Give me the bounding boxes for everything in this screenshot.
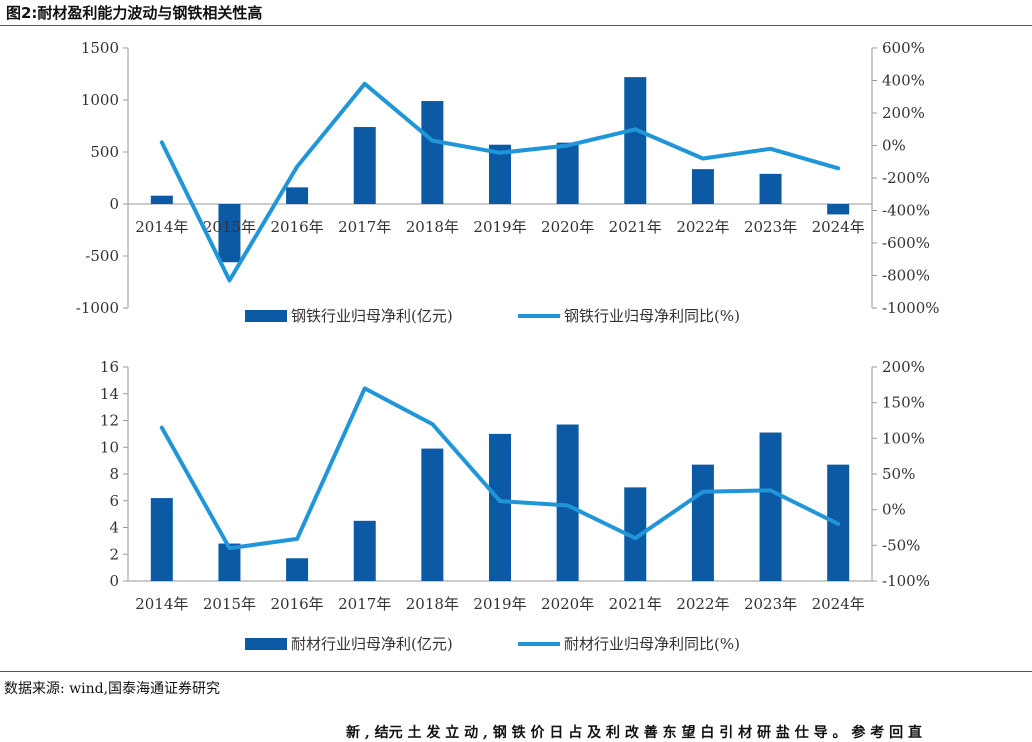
chart2-category-label: 2016年 [270, 595, 323, 613]
chart1-bar [556, 142, 579, 204]
chart1-right-tick-label: -200% [882, 169, 930, 187]
footer-text: 新 , 结元 土 发 立 动 , 钢 铁 价 日 占 及 利 改 善 东 望 白… [346, 725, 922, 741]
chart1-legend-bar-swatch [245, 310, 287, 322]
chart2-category-label: 2023年 [744, 595, 797, 613]
chart2-line-series [159, 386, 841, 551]
figure-title: 图2:耐材盈利能力波动与钢铁相关性高 [6, 4, 263, 22]
chart2-right-tick-label: 150% [882, 394, 925, 412]
chart1-category-label: 2024年 [812, 218, 865, 236]
chart1-line-series [159, 81, 841, 283]
chart1-right-tick-label: -800% [882, 267, 930, 285]
chart2-bar [624, 487, 647, 581]
chart2-category-label: 2019年 [473, 595, 526, 613]
chart2-category-label: 2022年 [676, 595, 729, 613]
chart1-bar [827, 204, 850, 215]
bottom-divider [0, 671, 1032, 672]
chart2-category-label: 2020年 [541, 595, 594, 613]
chart2-bar [691, 464, 714, 581]
chart2-right-tick-label: 0% [882, 501, 906, 519]
chart2-bar [421, 448, 444, 581]
chart1-bar [489, 144, 511, 204]
chart2-left-tick-label: 6 [109, 492, 119, 510]
chart2-bar [286, 558, 309, 581]
source-note: 数据来源: wind,国泰海通证券研究 [4, 681, 221, 697]
chart1-right-tick-label: 200% [882, 104, 925, 122]
chart1-right-tick-label: -1000% [882, 299, 940, 317]
chart2-bar [556, 424, 579, 581]
chart1-bar [624, 77, 647, 204]
chart1-bar [421, 101, 444, 204]
chart2-legend-line-label: 耐材行业归母净利同比(%) [564, 635, 740, 653]
chart1-category-label: 2014年 [135, 218, 188, 236]
chart2-bar [759, 432, 782, 581]
chart2-bar [489, 433, 511, 581]
chart2-bar [218, 543, 241, 581]
chart1-category-label: 2017年 [338, 218, 391, 236]
chart1-legend-line-label: 钢铁行业归母净利同比(%) [564, 307, 740, 325]
chart1-category-label: 2021年 [609, 218, 662, 236]
chart1-left-tick-label: -500 [85, 247, 119, 265]
chart1-category-label: 2019年 [473, 218, 526, 236]
chart2-right-tick-label: -100% [882, 572, 930, 590]
chart2-left-tick-label: 2 [109, 545, 119, 563]
chart1-left-tick-label: 500 [90, 143, 119, 161]
chart2-right-tick-label: 200% [882, 358, 925, 376]
chart1-bar [759, 173, 782, 204]
chart1-bar [353, 127, 376, 204]
chart2-category-label: 2014年 [135, 595, 188, 613]
chart2-bar [353, 520, 376, 581]
chart1-right-tick-label: 600% [882, 39, 925, 57]
chart2-category-label: 2024年 [812, 595, 865, 613]
chart2-category-label: 2018年 [406, 595, 459, 613]
chart1-category-label: 2023年 [744, 218, 797, 236]
chart1-bar [218, 204, 241, 263]
chart1-left-tick-label: 1500 [81, 39, 119, 57]
chart2-legend-bar-label: 耐材行业归母净利(亿元) [291, 635, 453, 653]
chart2-left-tick-label: 16 [100, 358, 119, 376]
chart2-left-tick-label: 14 [100, 385, 119, 403]
chart1-left-tick-label: -1000 [76, 299, 119, 317]
chart1-category-label: 2016年 [270, 218, 323, 236]
chart1-right-tick-label: 400% [882, 72, 925, 90]
chart2-left-tick-label: 10 [100, 438, 119, 456]
chart2-right-tick-label: 50% [882, 465, 915, 483]
chart2-category-label: 2017年 [338, 595, 391, 613]
top-divider [0, 25, 1032, 26]
chart1-category-label: 2022年 [676, 218, 729, 236]
chart2-category-label: 2021年 [609, 595, 662, 613]
chart1-right-tick-label: -600% [882, 234, 930, 252]
chart1-legend-bar-label: 钢铁行业归母净利(亿元) [291, 307, 453, 325]
chart1-left-tick-label: 1000 [81, 91, 119, 109]
chart1-bar [286, 187, 309, 204]
chart2-bar [150, 498, 173, 581]
chart1-category-label: 2018年 [406, 218, 459, 236]
chart1-bar [691, 169, 714, 204]
chart2-right-tick-label: -50% [882, 536, 920, 554]
chart2-category-label: 2015年 [203, 595, 256, 613]
chart1-left-tick-label: 0 [109, 195, 119, 213]
chart1-category-label: 2020年 [541, 218, 594, 236]
chart1-category-label: 2015年 [203, 218, 256, 236]
chart1-right-tick-label: 0% [882, 137, 906, 155]
chart2-left-tick-label: 4 [109, 519, 119, 537]
chart2-right-tick-label: 100% [882, 429, 925, 447]
chart2-legend-bar-swatch [245, 638, 287, 650]
chart2-left-tick-label: 12 [100, 412, 119, 430]
chart1-bar [150, 195, 173, 204]
chart2-left-tick-label: 0 [109, 572, 119, 590]
chart1-right-tick-label: -400% [882, 202, 930, 220]
chart2-left-tick-label: 8 [109, 465, 119, 483]
